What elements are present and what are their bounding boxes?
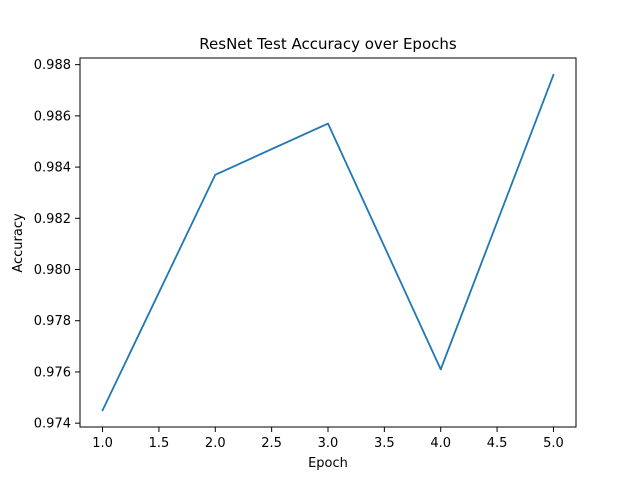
y-tick-label: 0.982 — [34, 212, 71, 227]
x-tick-label: 4.5 — [487, 436, 508, 451]
x-tick-label: 4.0 — [430, 436, 451, 451]
x-axis: 1.0 1.5 2.0 2.5 3.0 3.5 4.0 4.5 5.0 — [92, 427, 564, 451]
y-tick-label: 0.986 — [34, 109, 71, 124]
y-tick-label: 0.974 — [34, 417, 71, 432]
y-axis: 0.974 0.976 0.978 0.980 0.982 0.984 0.986 0.988 — [34, 58, 80, 432]
series-line — [101, 73, 555, 412]
x-tick-label: 2.5 — [261, 436, 282, 451]
y-axis-label: Accuracy — [11, 213, 26, 273]
x-tick-label: 3.5 — [374, 436, 395, 451]
y-tick-label: 0.984 — [34, 161, 71, 176]
x-axis-label: Epoch — [308, 456, 348, 471]
x-tick-label: 2.0 — [205, 436, 226, 451]
x-tick-label: 1.5 — [149, 436, 170, 451]
series-layer — [101, 73, 555, 412]
y-tick-label: 0.980 — [34, 263, 71, 278]
chart-title: ResNet Test Accuracy over Epochs — [199, 35, 457, 53]
x-tick-label: 5.0 — [543, 436, 564, 451]
y-tick-label: 0.988 — [34, 58, 71, 73]
y-tick-label: 0.976 — [34, 365, 71, 380]
y-tick-label: 0.978 — [34, 314, 71, 329]
x-tick-label: 3.0 — [318, 436, 339, 451]
x-tick-label: 1.0 — [92, 436, 113, 451]
